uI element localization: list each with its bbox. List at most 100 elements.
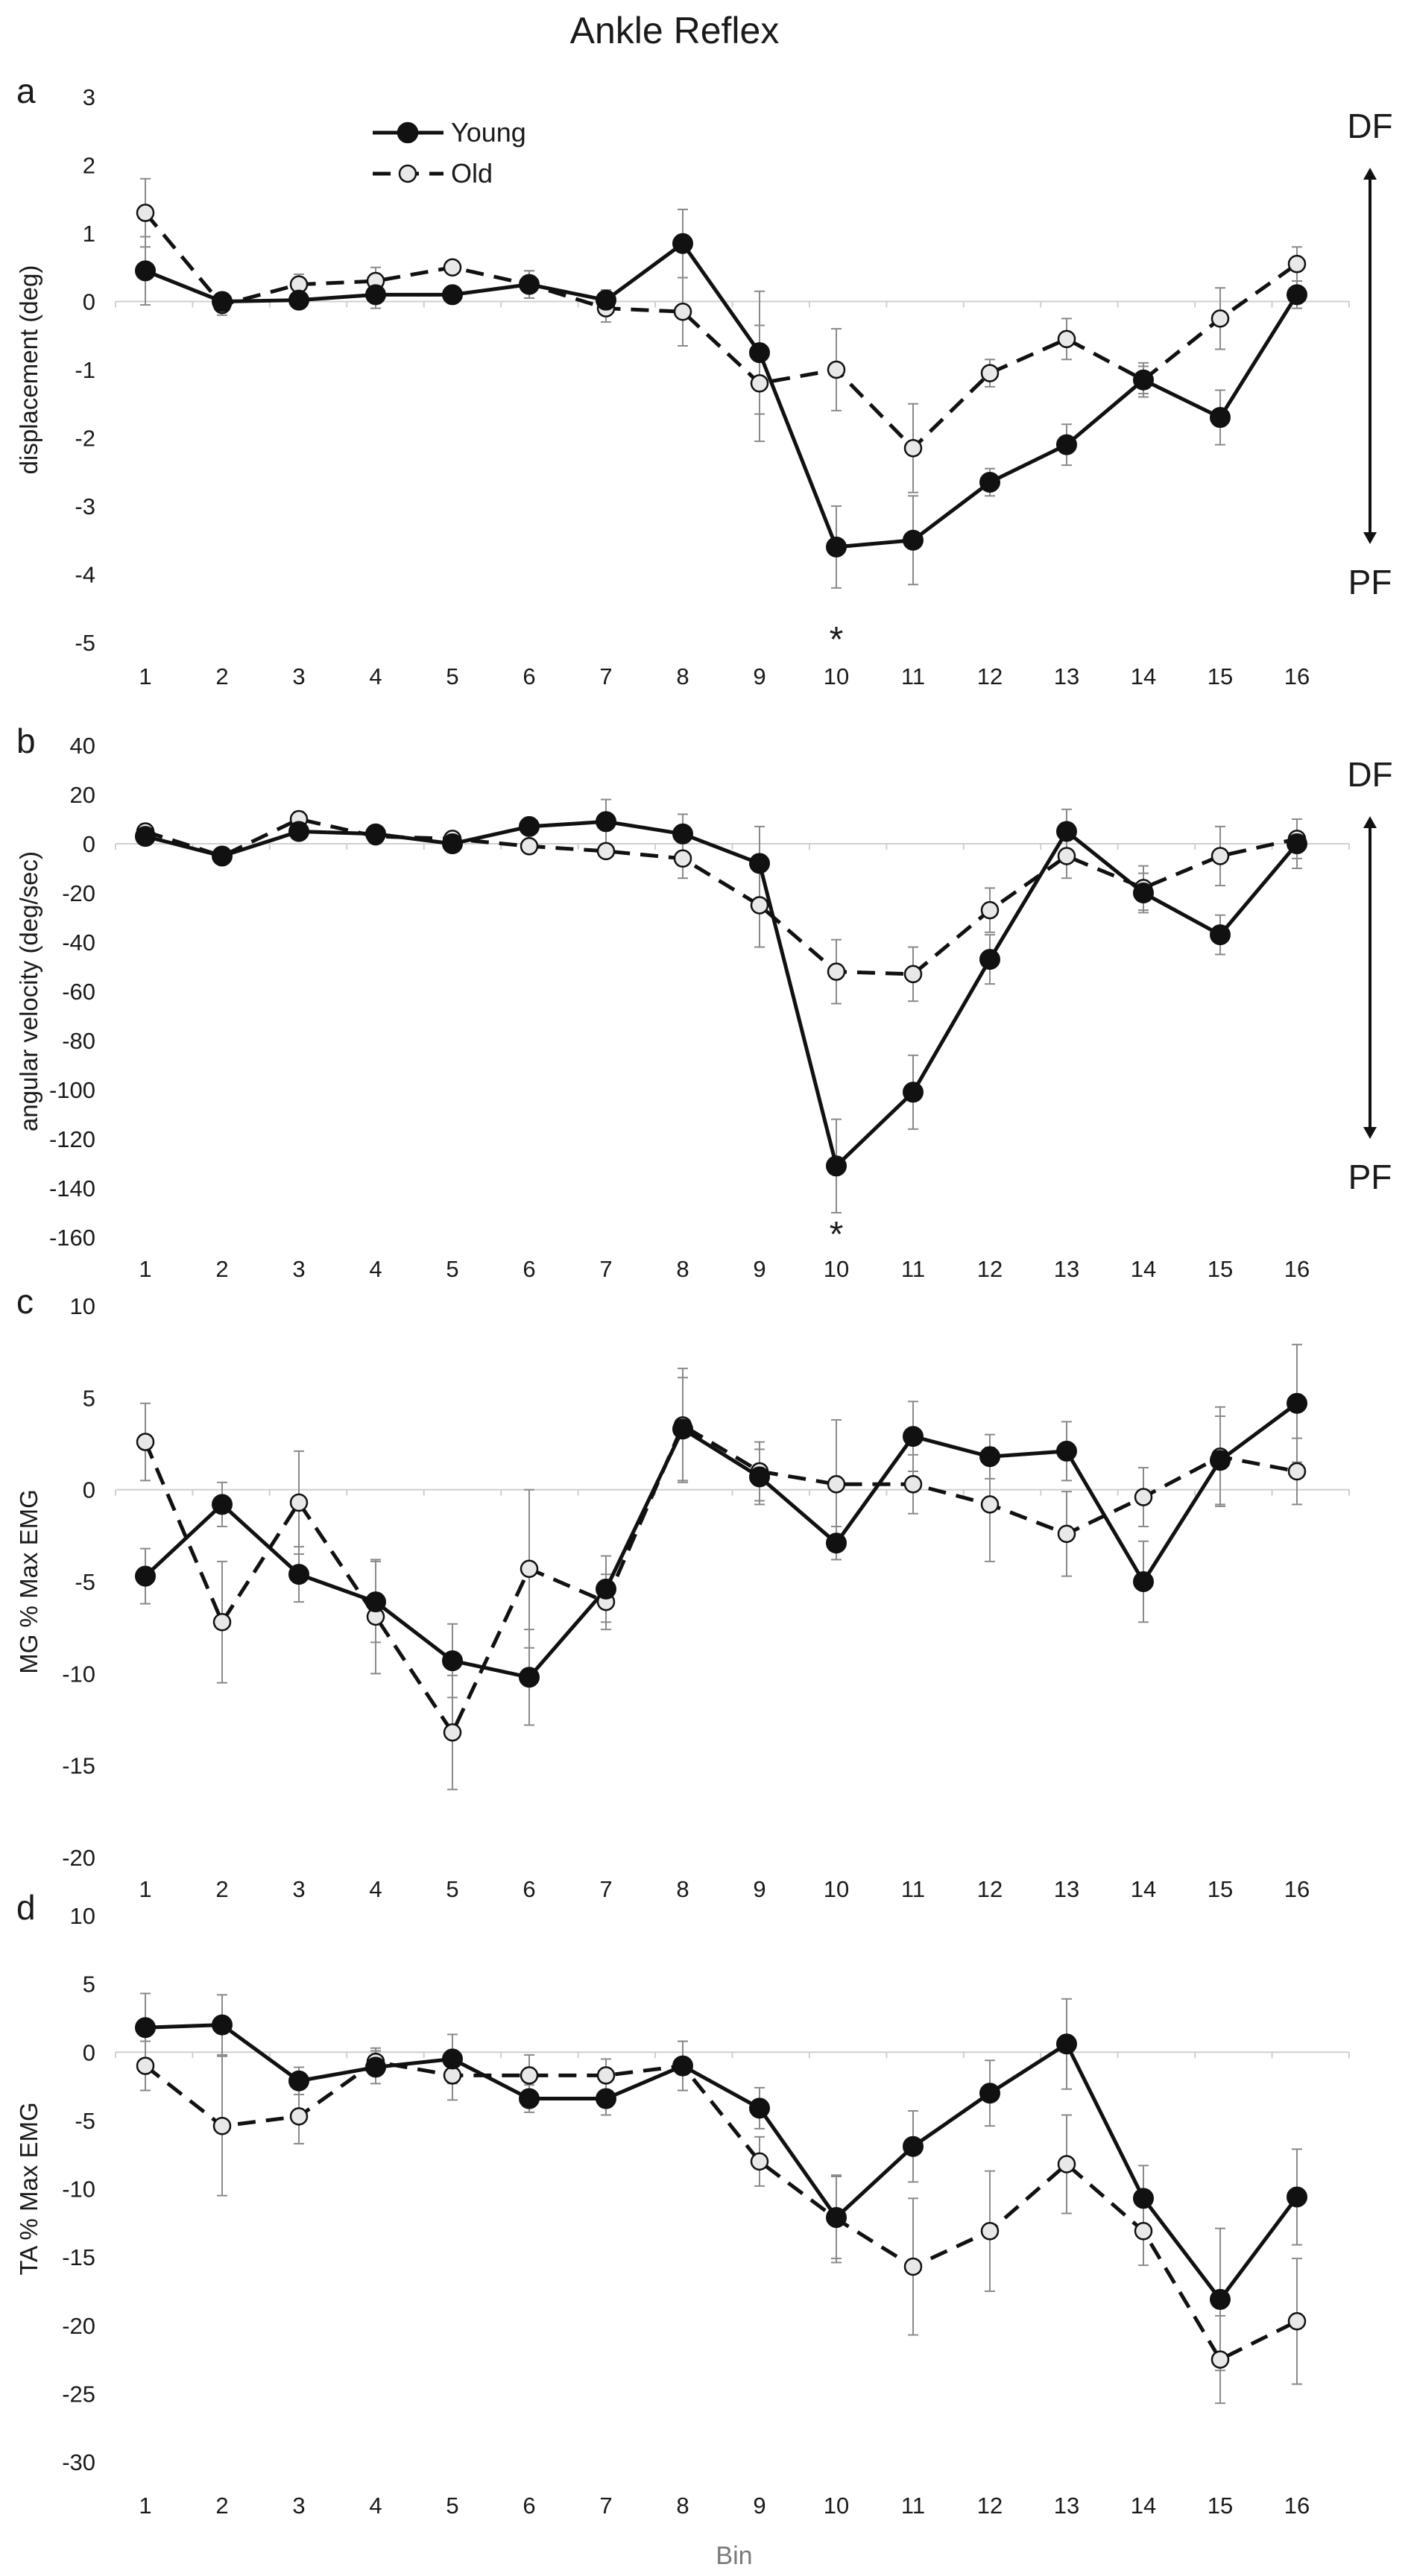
data-point-young bbox=[1287, 833, 1307, 854]
x-tick-label: 13 bbox=[1054, 663, 1079, 689]
data-point-old bbox=[903, 1475, 923, 1494]
data-point-old bbox=[1057, 1524, 1076, 1544]
x-tick-label: 9 bbox=[753, 2493, 766, 2519]
x-tick-label: 6 bbox=[523, 663, 535, 689]
data-point-young bbox=[1056, 1440, 1077, 1462]
y-tick-label: -20 bbox=[62, 880, 95, 906]
data-point-young bbox=[1133, 883, 1154, 903]
x-tick-label: 15 bbox=[1208, 1876, 1233, 1902]
x-tick-label: 13 bbox=[1054, 1876, 1079, 1902]
y-tick-label: 0 bbox=[83, 831, 95, 857]
series-line-old bbox=[145, 817, 1298, 976]
y-tick-label: 40 bbox=[70, 733, 95, 759]
data-point-young bbox=[1210, 1450, 1231, 1471]
data-point-young bbox=[442, 833, 463, 854]
df-label: DF bbox=[1347, 107, 1392, 145]
y-tick-label: -10 bbox=[62, 2176, 95, 2203]
data-point-old bbox=[136, 2056, 155, 2075]
data-point-young bbox=[596, 2088, 616, 2109]
x-tick-label: 9 bbox=[753, 1256, 766, 1282]
data-point-young bbox=[826, 1532, 847, 1554]
data-point-old bbox=[1287, 1462, 1307, 1481]
x-tick-label: 13 bbox=[1054, 2493, 1079, 2519]
data-point-old bbox=[136, 203, 155, 222]
x-tick-label: 1 bbox=[139, 663, 151, 689]
y-tick-label: 0 bbox=[83, 2039, 95, 2065]
data-point-young bbox=[903, 529, 924, 551]
data-point-young bbox=[826, 536, 847, 558]
panel-letter: b bbox=[16, 722, 36, 760]
data-point-old bbox=[673, 849, 692, 868]
x-tick-label: 13 bbox=[1054, 1256, 1079, 1282]
y-tick-label: -15 bbox=[62, 1753, 95, 1779]
x-tick-label: 7 bbox=[599, 663, 612, 689]
data-point-old bbox=[289, 1493, 309, 1512]
y-tick-label: -3 bbox=[75, 493, 95, 520]
data-point-old bbox=[596, 842, 616, 861]
x-tick-label: 4 bbox=[369, 2493, 382, 2519]
data-point-young bbox=[672, 823, 693, 845]
x-tick-label: 12 bbox=[977, 2493, 1003, 2519]
data-point-young bbox=[365, 2056, 386, 2078]
y-tick-label: 1 bbox=[83, 221, 95, 247]
data-point-young bbox=[135, 260, 156, 282]
y-tick-label: -15 bbox=[62, 2244, 95, 2270]
data-point-young bbox=[442, 284, 463, 306]
x-tick-label: 11 bbox=[901, 1876, 925, 1902]
pf-label: PF bbox=[1348, 563, 1392, 602]
data-point-old bbox=[1287, 2312, 1307, 2331]
x-tick-label: 12 bbox=[977, 663, 1003, 689]
y-tick-label: -60 bbox=[62, 979, 95, 1005]
x-tick-label: 8 bbox=[676, 1256, 689, 1282]
data-point-young bbox=[749, 853, 770, 874]
data-point-young bbox=[135, 2017, 156, 2039]
x-tick-label: 9 bbox=[753, 1876, 766, 1902]
data-point-young bbox=[903, 1426, 924, 1448]
y-tick-label: -5 bbox=[75, 630, 95, 656]
data-point-young bbox=[442, 1650, 463, 1672]
x-tick-label: 11 bbox=[901, 2493, 925, 2519]
data-point-young bbox=[979, 1446, 1000, 1468]
data-point-young bbox=[288, 2070, 309, 2092]
y-tick-label: 5 bbox=[83, 1972, 95, 1998]
data-point-young bbox=[979, 2083, 1000, 2104]
data-point-young bbox=[596, 1578, 616, 1600]
data-point-old bbox=[520, 1559, 539, 1578]
x-tick-label: 16 bbox=[1284, 1876, 1310, 1902]
data-point-old bbox=[673, 302, 692, 321]
legend-marker-old bbox=[398, 164, 417, 183]
y-tick-label: -120 bbox=[49, 1126, 95, 1152]
x-tick-label: 3 bbox=[292, 663, 305, 689]
x-tick-label: 1 bbox=[139, 2493, 151, 2519]
y-axis-label: TA % Max EMG bbox=[15, 2102, 42, 2275]
y-tick-label: 3 bbox=[83, 84, 95, 110]
y-tick-label: 20 bbox=[70, 782, 95, 808]
x-tick-label: 2 bbox=[215, 1876, 228, 1902]
x-tick-label: 6 bbox=[523, 1876, 535, 1902]
data-point-young bbox=[1056, 434, 1077, 455]
significance-marker: * bbox=[830, 1215, 844, 1254]
x-tick-label: 14 bbox=[1131, 1256, 1156, 1282]
x-tick-label: 4 bbox=[369, 1876, 382, 1902]
x-tick-label: 7 bbox=[599, 2493, 612, 2519]
data-point-old bbox=[443, 258, 462, 277]
data-point-old bbox=[903, 2257, 923, 2276]
x-tick-label: 4 bbox=[369, 1256, 382, 1282]
data-point-old bbox=[1057, 2155, 1076, 2174]
data-point-old bbox=[289, 2107, 309, 2126]
data-point-young bbox=[1210, 924, 1231, 946]
x-tick-label: 15 bbox=[1208, 1256, 1233, 1282]
y-tick-label: -80 bbox=[62, 1028, 95, 1054]
data-point-young bbox=[749, 2097, 770, 2119]
x-tick-label: 12 bbox=[977, 1876, 1003, 1902]
legend-marker-young bbox=[397, 121, 419, 144]
y-tick-label: -160 bbox=[49, 1225, 95, 1251]
data-point-young bbox=[826, 1155, 847, 1177]
data-point-young bbox=[519, 274, 540, 295]
y-tick-label: -140 bbox=[49, 1175, 95, 1202]
